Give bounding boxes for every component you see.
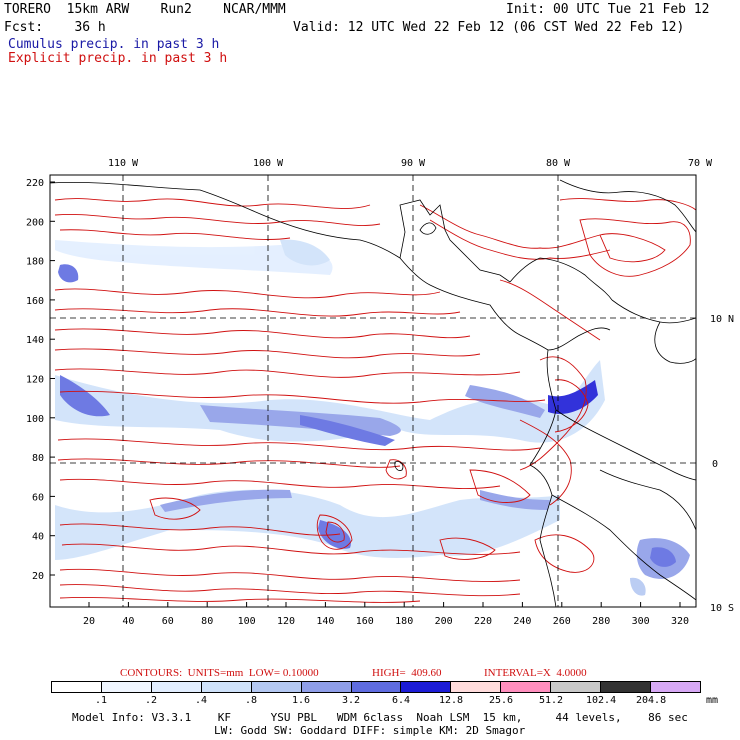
model-physics: LW: Godd SW: Goddard DIFF: simple KM: 2D… xyxy=(214,724,526,737)
forecast-hour: Fcst: 36 h xyxy=(4,20,106,35)
x-tick-label: 160 xyxy=(356,616,374,627)
plot-frame xyxy=(49,174,697,608)
y-tick-label: 140 xyxy=(26,335,44,346)
x-tick-label: 60 xyxy=(162,616,174,627)
colorbar-swatch xyxy=(351,682,402,692)
colorbar-label: 12.8 xyxy=(438,695,464,706)
colorbar-label: 204.8 xyxy=(636,695,667,706)
init-time: Init: 00 UTC Tue 21 Feb 12 xyxy=(506,2,710,17)
x-tick-label: 320 xyxy=(671,616,689,627)
colorbar-label: 3.2 xyxy=(341,695,361,706)
valid-time: Valid: 12 UTC Wed 22 Feb 12 (06 CST Wed … xyxy=(293,20,685,35)
colorbar-swatch xyxy=(251,682,302,692)
bottom-x-axis: 20 40 60 80 100 120 140 160 180 200 220 240 260 280 30… xyxy=(83,602,689,627)
model-info: Model Info: V3.3.1 KF YSU PBL WDM 6class… xyxy=(72,711,688,724)
x-tick-label: 140 xyxy=(316,616,334,627)
y-tick-label: 120 xyxy=(26,375,44,386)
y-tick-label: 180 xyxy=(26,257,44,268)
x-tick-label: 300 xyxy=(632,616,650,627)
colorbar-swatch xyxy=(601,682,652,692)
cumulus-legend: Cumulus precip. in past 3 h xyxy=(8,37,220,52)
colorbar-label: .4 xyxy=(194,695,208,706)
x-tick-label: 260 xyxy=(553,616,571,627)
colorbar-swatch xyxy=(401,682,452,692)
contour-units: CONTOURS: UNITS=mm LOW= 0.10000 xyxy=(120,667,319,679)
colorbar-swatch xyxy=(301,682,352,692)
lon-label: 90 W xyxy=(401,158,426,169)
y-tick-label: 160 xyxy=(26,296,44,307)
x-tick-label: 200 xyxy=(435,616,453,627)
x-tick-label: 180 xyxy=(395,616,413,627)
lat-label: 10 N xyxy=(710,314,734,325)
cumulus-precip-shading xyxy=(55,239,690,596)
y-tick-label: 60 xyxy=(32,492,44,503)
colorbar-swatch xyxy=(551,682,602,692)
colorbar-label: 102.4 xyxy=(586,695,617,706)
y-tick-label: 80 xyxy=(32,453,44,464)
y-tick-label: 40 xyxy=(32,532,44,543)
colorbar-swatch xyxy=(52,682,102,692)
lat-lon-grid xyxy=(50,175,696,607)
contour-high: HIGH= 409.60 xyxy=(372,667,442,679)
x-tick-label: 220 xyxy=(474,616,492,627)
right-lat-labels: 10 N 0 10 S xyxy=(710,314,734,614)
colorbar-swatch xyxy=(651,682,700,692)
y-tick-label: 100 xyxy=(26,414,44,425)
x-tick-label: 20 xyxy=(83,616,95,627)
contour-interval: INTERVAL=X 4.0000 xyxy=(484,667,587,679)
x-tick-label: 80 xyxy=(201,616,213,627)
colorbar-label: 6.4 xyxy=(391,695,411,706)
explicit-legend: Explicit precip. in past 3 h xyxy=(8,51,228,66)
x-tick-label: 100 xyxy=(238,616,256,627)
y-tick-label: 220 xyxy=(26,178,44,189)
explicit-precip-contours xyxy=(54,198,696,603)
colorbar-label: .2 xyxy=(144,695,158,706)
colorbar-label: 51.2 xyxy=(538,695,564,706)
precip-colorbar xyxy=(51,681,701,693)
colorbar-label: 1.6 xyxy=(291,695,311,706)
model-title: TORERO 15km ARW Run2 NCAR/MMM xyxy=(4,2,286,17)
lon-label: 70 W xyxy=(688,158,713,169)
x-tick-label: 240 xyxy=(513,616,531,627)
lon-label: 100 W xyxy=(253,158,284,169)
colorbar-swatch xyxy=(501,682,552,692)
lat-label: 0 xyxy=(712,459,718,470)
coastlines xyxy=(50,179,696,607)
colorbar-label: 25.6 xyxy=(488,695,514,706)
lat-label: 10 S xyxy=(710,603,734,614)
colorbar-swatch xyxy=(151,682,202,692)
y-tick-label: 200 xyxy=(26,217,44,228)
x-tick-label: 280 xyxy=(592,616,610,627)
colorbar-swatch xyxy=(451,682,502,692)
top-lon-labels: 110 W 100 W 90 W 80 W 70 W xyxy=(108,158,713,169)
x-tick-label: 40 xyxy=(122,616,134,627)
colorbar-swatch xyxy=(201,682,252,692)
x-tick-label: 120 xyxy=(277,616,295,627)
colorbar-unit: mm xyxy=(705,695,719,706)
y-tick-label: 20 xyxy=(32,571,44,582)
lon-label: 80 W xyxy=(546,158,571,169)
lon-label: 110 W xyxy=(108,158,139,169)
colorbar-label: .8 xyxy=(244,695,258,706)
colorbar-label: .1 xyxy=(94,695,108,706)
left-y-axis: 220 200 180 160 140 120 100 80 60 40 20 xyxy=(26,178,55,582)
colorbar-swatch xyxy=(101,682,152,692)
